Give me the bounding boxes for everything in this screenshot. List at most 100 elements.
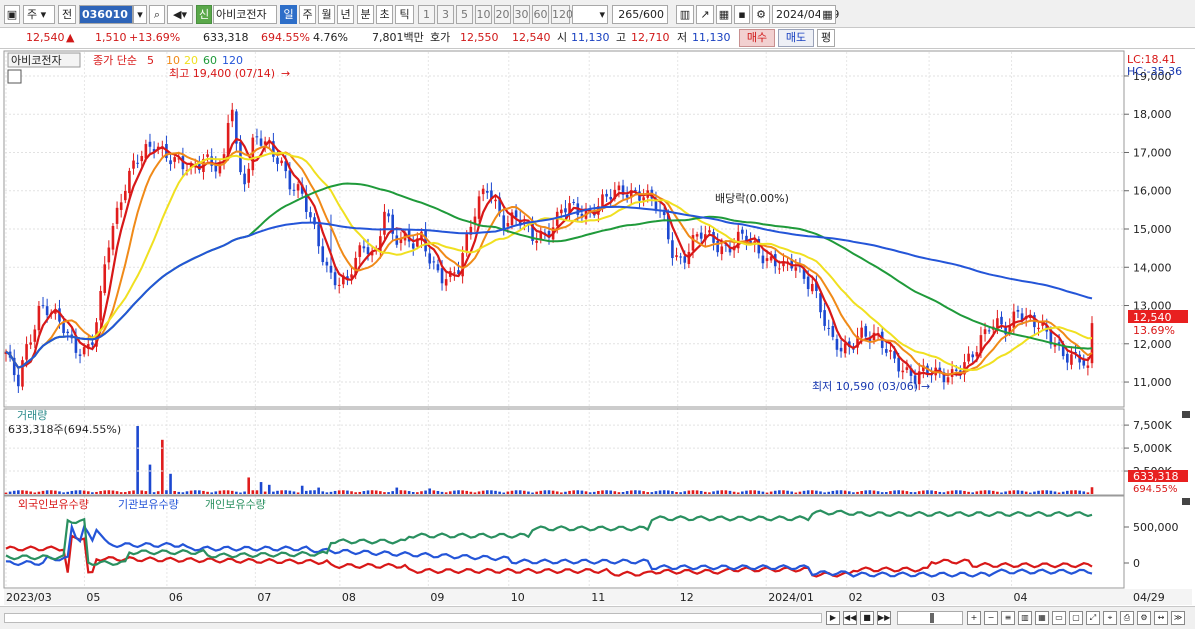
period-select[interactable]: 주 ▾ bbox=[23, 5, 55, 24]
tab-monthly[interactable]: 월 bbox=[318, 5, 335, 24]
tile-icon[interactable]: ▦ bbox=[1035, 611, 1049, 625]
volume-bar bbox=[395, 487, 399, 494]
toolbar: ▣ 주 ▾ 전 036010 ▾ ⌕ ◀▾ 신 아비코전자 일 주 월 년 분 … bbox=[0, 0, 1195, 28]
window-menu-icon[interactable]: ▣ bbox=[4, 5, 20, 24]
volume-bar bbox=[342, 490, 345, 494]
interval-20[interactable]: 20 bbox=[494, 5, 511, 24]
interval-120[interactable]: 120 bbox=[551, 5, 573, 24]
volume-bar bbox=[728, 490, 732, 494]
candle-body bbox=[461, 253, 464, 277]
volume-bar bbox=[29, 491, 32, 494]
window-icon[interactable]: ▢ bbox=[1069, 611, 1083, 625]
quote-label: 호가 bbox=[430, 31, 451, 44]
tab-minute[interactable]: 분 bbox=[357, 5, 374, 24]
interval-60[interactable]: 60 bbox=[532, 5, 549, 24]
indicator-table-icon[interactable] bbox=[7, 69, 22, 84]
candle-body bbox=[971, 354, 975, 358]
save-icon[interactable]: ▪ bbox=[734, 5, 750, 24]
interval-5[interactable]: 5 bbox=[456, 5, 473, 24]
candle-body bbox=[444, 279, 448, 286]
menu-icon[interactable]: ≡ bbox=[1001, 611, 1015, 625]
search-icon[interactable]: ⌕ bbox=[149, 5, 165, 24]
interval-custom-select[interactable]: ▾ bbox=[572, 5, 608, 24]
tab-tick[interactable]: 틱 bbox=[395, 5, 414, 24]
dock-icon[interactable]: ▭ bbox=[1052, 611, 1066, 625]
collapse-icon[interactable]: ≫ bbox=[1171, 611, 1185, 625]
print-icon[interactable]: ⎙ bbox=[1120, 611, 1134, 625]
period-select-value: 주 bbox=[27, 8, 38, 21]
buy-button[interactable]: 매수 bbox=[739, 29, 775, 47]
volume-bar bbox=[25, 490, 28, 494]
volume-pane-close-icon[interactable] bbox=[1182, 411, 1190, 418]
tab-daily[interactable]: 일 bbox=[280, 5, 297, 24]
interval-1[interactable]: 1 bbox=[418, 5, 435, 24]
volume-bar bbox=[440, 491, 444, 494]
settings-icon[interactable]: ⚙ bbox=[1137, 611, 1151, 625]
candle-body bbox=[432, 261, 436, 263]
resize-icon[interactable]: ↔ bbox=[1154, 611, 1168, 625]
volume-bar bbox=[465, 490, 469, 494]
stock-code-input[interactable]: 036010 bbox=[79, 5, 133, 24]
tab-second[interactable]: 초 bbox=[376, 5, 393, 24]
pin-icon[interactable]: ⌖ bbox=[1103, 611, 1117, 625]
trend-tool-icon[interactable]: ↗ bbox=[696, 5, 714, 24]
volume-bar bbox=[555, 491, 559, 494]
volume-bar bbox=[58, 491, 61, 494]
candle-body bbox=[309, 212, 312, 218]
fast-forward-icon[interactable]: ▶▶ bbox=[877, 611, 891, 625]
tab-weekly[interactable]: 주 bbox=[299, 5, 316, 24]
volume-bar bbox=[885, 492, 888, 494]
volume-bar bbox=[683, 491, 687, 494]
expand-icon[interactable]: ⤢ bbox=[1086, 611, 1100, 625]
stop-icon[interactable]: ■ bbox=[860, 611, 874, 625]
candle-body bbox=[790, 259, 794, 269]
volume-bar bbox=[872, 490, 876, 494]
volume-bar bbox=[963, 490, 966, 494]
stock-chart-svg[interactable]: 아비코전자 종가 단순 5 10 20 60 120 최고 19,400 (07… bbox=[0, 49, 1195, 606]
volume-bar bbox=[954, 490, 958, 494]
volume-bar bbox=[453, 490, 456, 494]
x-axis-bar bbox=[4, 589, 1192, 605]
volume-bar bbox=[938, 491, 942, 494]
volume-bar bbox=[695, 490, 699, 494]
scroll-left-icon[interactable] bbox=[5, 614, 13, 622]
prev-button[interactable]: 전 bbox=[58, 5, 76, 24]
volume-bar bbox=[716, 490, 719, 494]
volume-bar bbox=[745, 490, 748, 494]
stock-code-dropdown-icon[interactable]: ▾ bbox=[133, 5, 147, 24]
volume-bar bbox=[629, 490, 633, 494]
interval-30[interactable]: 30 bbox=[513, 5, 530, 24]
rewind-icon[interactable]: ◀◀ bbox=[843, 611, 857, 625]
sidebar-icon[interactable]: ▥ bbox=[1018, 611, 1032, 625]
zoom-slider[interactable] bbox=[897, 611, 963, 625]
volume-bar bbox=[251, 490, 255, 494]
last-price-tag-box bbox=[1128, 310, 1188, 323]
zoom-in-icon[interactable]: + bbox=[967, 611, 981, 625]
candle-body bbox=[1016, 309, 1020, 312]
average-button[interactable]: 평 bbox=[817, 29, 835, 47]
volume-bar bbox=[576, 490, 580, 494]
candle-body bbox=[629, 190, 633, 198]
zoom-slider-thumb[interactable] bbox=[930, 613, 934, 623]
scroll-track[interactable] bbox=[4, 613, 822, 623]
candle-body bbox=[765, 258, 769, 261]
holdings-pane-close-icon[interactable] bbox=[1182, 498, 1190, 505]
data-count-input[interactable]: 265/600 bbox=[612, 5, 668, 24]
volume-pct: 694.55% bbox=[261, 31, 310, 44]
volume-bar bbox=[407, 491, 411, 494]
candle-body bbox=[317, 224, 320, 247]
candle-body bbox=[91, 342, 94, 345]
interval-3[interactable]: 3 bbox=[437, 5, 454, 24]
candle-type-icon[interactable]: ▥ bbox=[676, 5, 694, 24]
gear-icon[interactable]: ⚙ bbox=[752, 5, 770, 24]
zoom-out-icon[interactable]: − bbox=[984, 611, 998, 625]
tab-yearly[interactable]: 년 bbox=[337, 5, 354, 24]
calendar-icon[interactable]: ▦ bbox=[820, 5, 836, 24]
candle-body bbox=[564, 208, 567, 213]
interval-10[interactable]: 10 bbox=[475, 5, 492, 24]
volume-bar bbox=[21, 490, 24, 494]
sell-button[interactable]: 매도 bbox=[778, 29, 814, 47]
speaker-icon[interactable]: ◀▾ bbox=[167, 5, 193, 24]
scroll-right-icon[interactable]: ▶ bbox=[826, 611, 840, 625]
grid-icon[interactable]: ▦ bbox=[716, 5, 732, 24]
